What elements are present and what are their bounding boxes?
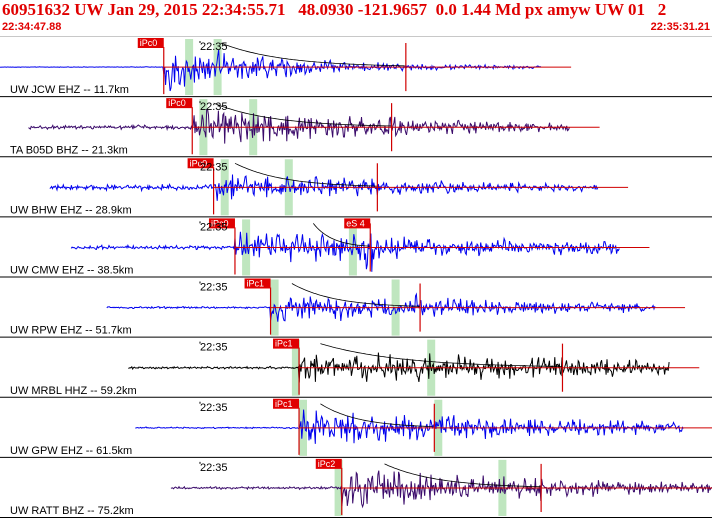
s-pick-flag[interactable]: [344, 218, 371, 229]
coda-decay-curve: [291, 283, 420, 307]
time-tick-label: 22:35: [200, 462, 228, 474]
station-label: UW MRBL HHZ -- 59.2km: [10, 385, 137, 397]
p-pick-flag[interactable]: [187, 158, 214, 169]
p-pick-label: iPc1: [275, 399, 293, 409]
p-pick-label: iPc0: [211, 218, 229, 228]
p-pick-flag[interactable]: [244, 278, 271, 289]
seismic-waveform: [170, 470, 712, 509]
p-pick-flag[interactable]: [208, 218, 235, 229]
time-tick-label: 22:35: [200, 41, 228, 53]
station-label: UW CMW EHZ -- 38.5km: [10, 265, 133, 277]
trace-row[interactable]: iPc0 22:35 TA B05D BHZ -- 21.3km: [0, 98, 712, 158]
window-end-time: 22:35:31.21: [650, 21, 710, 33]
p-pick-label: iPc2: [318, 459, 336, 469]
p-pick-flag[interactable]: [137, 38, 164, 48]
coda-decay-curve: [213, 102, 392, 127]
event-title: 60951632 UW Jan 29, 2015 22:34:55.71 48.…: [2, 0, 667, 19]
time-tick-label: 22:35: [200, 101, 228, 113]
station-label: TA B05D BHZ -- 21.3km: [10, 144, 128, 156]
p-pick-label: iPc0: [140, 38, 158, 48]
time-tick-label: 22:35: [200, 402, 228, 414]
coda-decay-curve: [312, 223, 370, 247]
trace-row[interactable]: iPc1 22:35 UW GPW EHZ -- 61.5km: [0, 398, 712, 458]
time-tick-label: 22:35: [200, 282, 228, 294]
p-pick-label: iPc0: [168, 98, 186, 108]
s-pick-label: eS 4: [346, 218, 365, 228]
trace-row[interactable]: iPc1 22:35 UW RPW EHZ -- 51.7km: [0, 278, 712, 338]
trace-row[interactable]: iPc0 eS 4 22:35 UW CMW EHZ -- 38.5km: [0, 218, 712, 278]
p-pick-label: iPc0: [190, 158, 208, 168]
station-label: UW BHW EHZ -- 28.9km: [10, 204, 132, 216]
p-pick-label: iPc1: [275, 339, 293, 349]
trace-row[interactable]: iPc1 22:35 UW MRBL HHZ -- 59.2km: [0, 338, 712, 398]
coda-decay-curve: [384, 463, 541, 488]
trace-row[interactable]: iPc2 22:35 UW RATT BHZ -- 75.2km: [0, 458, 712, 518]
seismic-waveform: [0, 49, 542, 92]
seismic-waveform: [70, 231, 620, 272]
station-label: UW RPW EHZ -- 51.7km: [10, 325, 132, 337]
coda-decay-curve: [320, 403, 433, 427]
coda-decay-curve: [320, 343, 563, 367]
seismic-waveform: [128, 352, 670, 383]
event-header: 60951632 UW Jan 29, 2015 22:34:55.71 48.…: [0, 0, 712, 37]
station-label: UW JCW EHZ -- 11.7km: [10, 84, 129, 96]
p-pick-flag[interactable]: [166, 98, 193, 109]
time-tick-label: 22:35: [200, 342, 228, 354]
time-tick-label: 22:35: [200, 161, 228, 173]
p-pick-label: iPc1: [247, 279, 265, 289]
seismic-waveform: [135, 409, 684, 444]
coda-decay-curve: [220, 42, 405, 67]
seismic-waveform: [28, 108, 570, 144]
window-start-time: 22:34:47.88: [2, 21, 62, 33]
p-pick-flag[interactable]: [315, 458, 342, 469]
coda-decay-curve: [234, 162, 377, 187]
p-pick-flag[interactable]: [273, 398, 300, 409]
trace-row[interactable]: iPc0 22:35 UW JCW EHZ -- 11.7km: [0, 38, 712, 98]
station-label: UW RATT BHZ -- 75.2km: [10, 505, 134, 517]
time-tick-label: 22:35: [200, 221, 228, 233]
p-pick-flag[interactable]: [273, 338, 300, 349]
seismic-waveform: [49, 174, 599, 201]
station-label: UW GPW EHZ -- 61.5km: [10, 445, 132, 457]
